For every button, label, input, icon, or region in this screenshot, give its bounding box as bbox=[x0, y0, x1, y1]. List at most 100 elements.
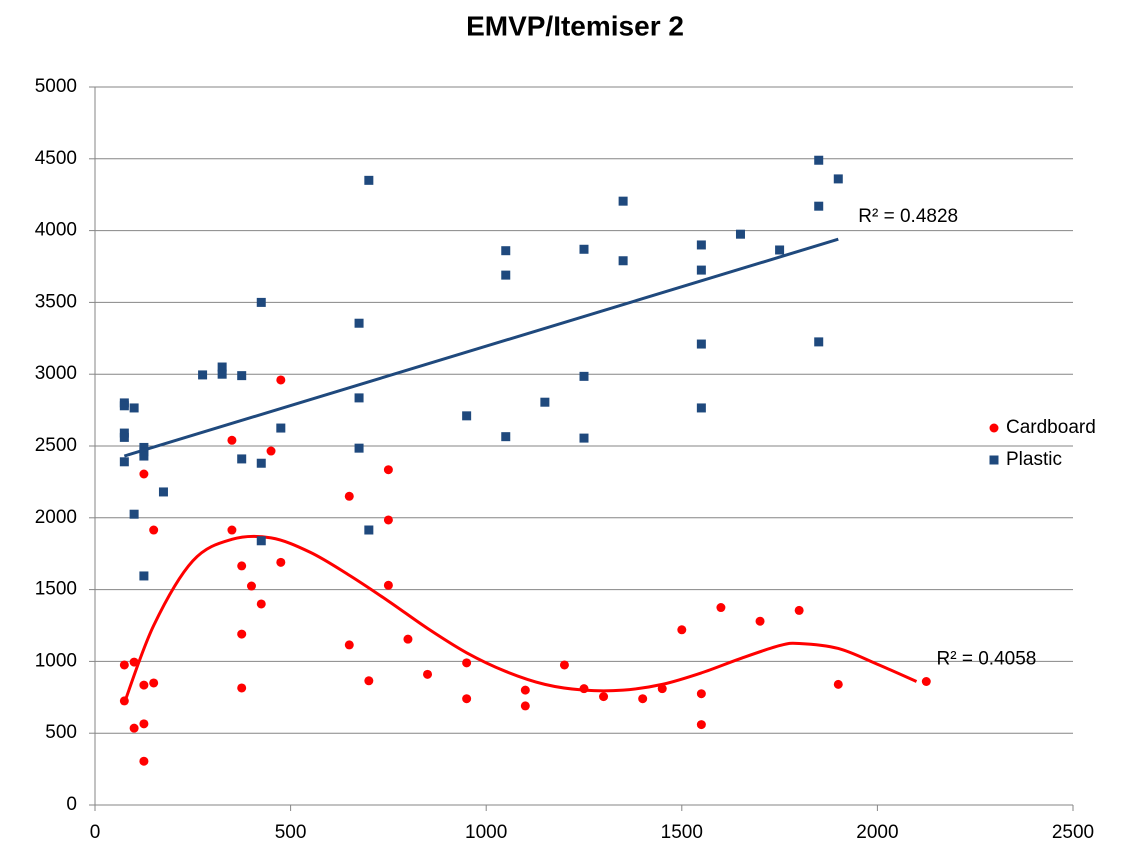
point bbox=[383, 465, 393, 475]
point bbox=[149, 678, 159, 688]
point bbox=[139, 469, 149, 479]
point bbox=[579, 244, 589, 254]
r-squared-label: R² = 0.4828 bbox=[858, 206, 958, 227]
point bbox=[237, 683, 247, 693]
y-tick-label: 4000 bbox=[35, 220, 77, 241]
point bbox=[520, 701, 530, 711]
point bbox=[364, 676, 374, 686]
point bbox=[354, 393, 364, 403]
point bbox=[119, 401, 129, 411]
point bbox=[638, 694, 648, 704]
point bbox=[735, 229, 745, 239]
point bbox=[814, 337, 824, 347]
point bbox=[696, 339, 706, 349]
point bbox=[501, 246, 511, 256]
point bbox=[559, 660, 569, 670]
point bbox=[696, 403, 706, 413]
x-tick-label: 1500 bbox=[661, 822, 703, 843]
y-tick-label: 1000 bbox=[35, 650, 77, 671]
legend-label: Cardboard bbox=[1006, 417, 1096, 438]
legend-marker bbox=[989, 423, 999, 433]
x-tick-label: 500 bbox=[275, 822, 307, 843]
point bbox=[696, 689, 706, 699]
point bbox=[129, 509, 139, 519]
point bbox=[198, 370, 208, 380]
trendline bbox=[122, 534, 918, 704]
x-tick-label: 0 bbox=[90, 822, 101, 843]
point bbox=[696, 265, 706, 275]
point bbox=[696, 240, 706, 250]
x-tick-label: 2500 bbox=[1052, 822, 1094, 843]
point bbox=[129, 723, 139, 733]
point bbox=[139, 719, 149, 729]
point bbox=[139, 451, 149, 461]
point bbox=[276, 375, 286, 385]
chart-title: EMVP/Itemiser 2 bbox=[466, 10, 684, 41]
point bbox=[618, 196, 628, 206]
point bbox=[383, 515, 393, 525]
y-tick-label: 3500 bbox=[35, 291, 77, 312]
y-tick-label: 5000 bbox=[35, 76, 77, 97]
point bbox=[119, 432, 129, 442]
point bbox=[256, 599, 266, 609]
point bbox=[149, 525, 159, 535]
point bbox=[217, 362, 227, 372]
y-tick-label: 2500 bbox=[35, 435, 77, 456]
point bbox=[921, 677, 931, 687]
point bbox=[775, 245, 785, 255]
point bbox=[383, 580, 393, 590]
point bbox=[139, 571, 149, 581]
point bbox=[579, 433, 589, 443]
point bbox=[364, 525, 374, 535]
point bbox=[814, 201, 824, 211]
point bbox=[217, 369, 227, 379]
point bbox=[462, 658, 472, 668]
point bbox=[139, 756, 149, 766]
point bbox=[119, 457, 129, 467]
point bbox=[755, 616, 765, 626]
legend-marker bbox=[989, 455, 999, 465]
point bbox=[227, 435, 237, 445]
point bbox=[237, 561, 247, 571]
point bbox=[403, 634, 413, 644]
point bbox=[354, 318, 364, 328]
point bbox=[423, 669, 433, 679]
point bbox=[599, 692, 609, 702]
point bbox=[579, 371, 589, 381]
point bbox=[354, 443, 364, 453]
point bbox=[540, 397, 550, 407]
point bbox=[129, 657, 139, 667]
point bbox=[119, 660, 129, 670]
point bbox=[237, 629, 247, 639]
point bbox=[158, 487, 168, 497]
y-tick-label: 1500 bbox=[35, 579, 77, 600]
point bbox=[833, 679, 843, 689]
point bbox=[129, 403, 139, 413]
point bbox=[618, 256, 628, 266]
point bbox=[276, 423, 286, 433]
point bbox=[501, 432, 511, 442]
point bbox=[814, 155, 824, 165]
y-tick-label: 500 bbox=[45, 722, 77, 743]
point bbox=[266, 446, 276, 456]
y-tick-label: 4500 bbox=[35, 148, 77, 169]
point bbox=[794, 605, 804, 615]
point bbox=[364, 175, 374, 185]
point bbox=[677, 625, 687, 635]
point bbox=[256, 297, 266, 307]
x-tick-label: 1000 bbox=[465, 822, 507, 843]
r-squared-label: R² = 0.4058 bbox=[937, 649, 1037, 670]
point bbox=[716, 603, 726, 613]
y-tick-label: 2000 bbox=[35, 507, 77, 528]
point bbox=[237, 371, 247, 381]
point bbox=[462, 694, 472, 704]
point bbox=[256, 458, 266, 468]
point bbox=[276, 557, 286, 567]
y-tick-label: 0 bbox=[66, 794, 77, 815]
trendline bbox=[123, 237, 839, 458]
point bbox=[657, 684, 667, 694]
legend-label: Plastic bbox=[1006, 449, 1062, 470]
point bbox=[139, 680, 149, 690]
point bbox=[344, 491, 354, 501]
